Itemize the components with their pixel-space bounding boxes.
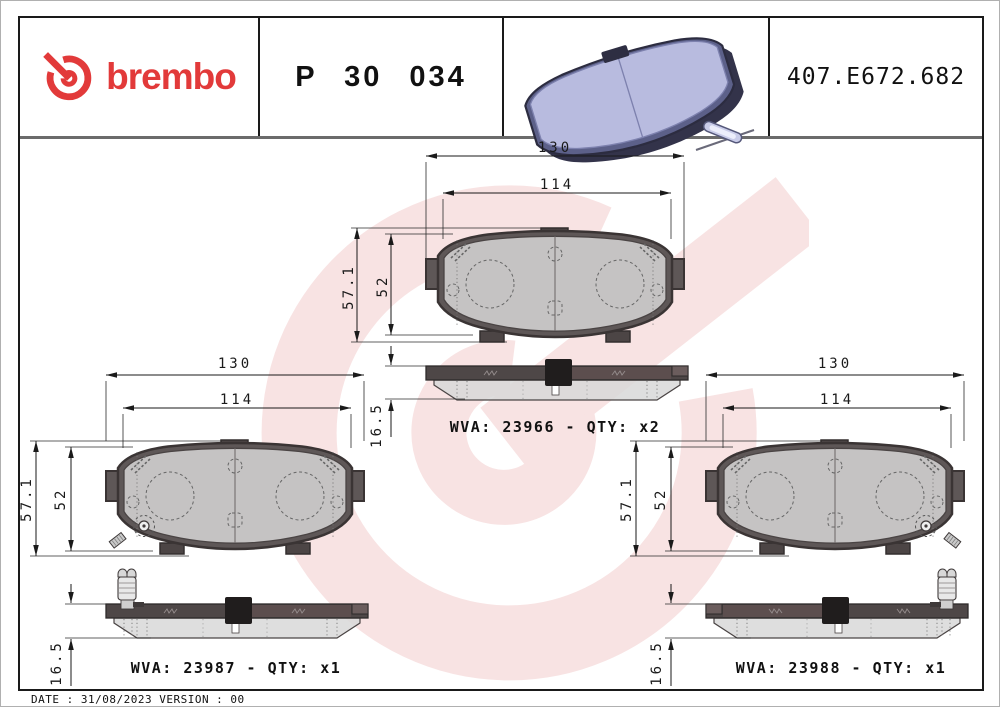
part-number: P 30 034 — [295, 60, 467, 93]
brand-cell: brembo — [20, 18, 260, 136]
brand-wordmark: brembo — [106, 56, 237, 97]
dim-thickness: 16.5 — [49, 584, 151, 686]
product-image-cell — [504, 18, 770, 182]
svg-text:114: 114 — [540, 177, 574, 193]
brake-pad-front-view — [426, 228, 684, 342]
svg-text:57.1: 57.1 — [19, 476, 35, 522]
dim-height-inner: 52 — [53, 446, 153, 552]
reference-cell: 407.E672.682 — [770, 18, 982, 136]
svg-text:52: 52 — [53, 488, 69, 511]
wva-label: WVA: 23988 - QTY: x1 — [736, 659, 947, 677]
reference-number: 407.E672.682 — [786, 64, 966, 90]
drawing-bottom-right: 130 114 57.1 52 — [619, 356, 969, 686]
svg-text:57.1: 57.1 — [619, 476, 635, 522]
svg-text:16.5: 16.5 — [649, 640, 665, 686]
brake-pad-side-view — [705, 568, 969, 639]
svg-text:114: 114 — [220, 392, 254, 408]
brake-pad-3d-illustration — [517, 23, 755, 182]
part-number-cell: P 30 034 — [260, 18, 504, 136]
wva-label: WVA: 23987 - QTY: x1 — [131, 659, 342, 677]
svg-text:130: 130 — [538, 140, 572, 156]
svg-text:114: 114 — [820, 392, 854, 408]
brembo-logo-icon — [42, 50, 96, 104]
dim-height-outer: 57.1 — [19, 440, 243, 557]
svg-text:16.5: 16.5 — [49, 640, 65, 686]
svg-text:57.1: 57.1 — [341, 264, 357, 310]
title-block: brembo P 30 034 — [20, 18, 982, 182]
svg-text:52: 52 — [375, 275, 391, 298]
date-version-line: DATE : 31/08/2023 VERSION : 00 — [31, 693, 245, 706]
svg-text:52: 52 — [653, 488, 669, 511]
drawing-bottom-left: 130 114 57.1 52 16.5 — [19, 356, 369, 686]
svg-text:130: 130 — [818, 356, 852, 372]
svg-text:130: 130 — [218, 356, 252, 372]
brake-pad-side-view — [105, 596, 369, 639]
